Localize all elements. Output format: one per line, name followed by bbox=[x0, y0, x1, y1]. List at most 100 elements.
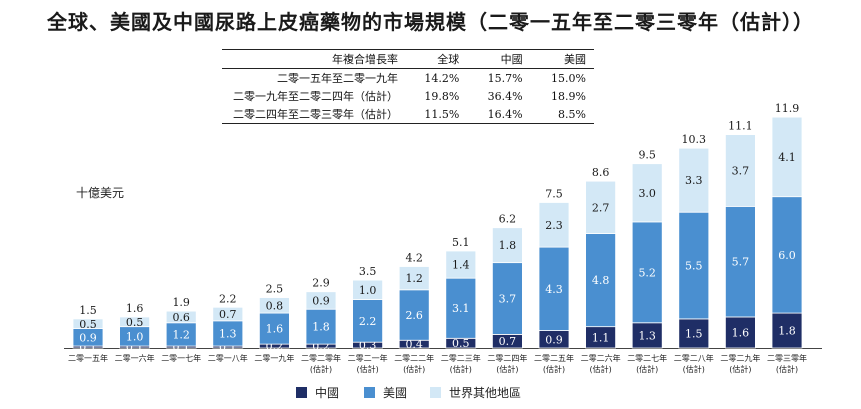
legend-swatch-us bbox=[364, 387, 375, 398]
x-tick-label: 二零一七年 bbox=[161, 353, 201, 363]
bar-segment-rest bbox=[305, 291, 337, 310]
cagr-table: 年複合增長率 全球 中國 美國 二零一五年至二零一九年 14.2% 15.7% … bbox=[222, 49, 594, 124]
data-label-rest: 1.8 bbox=[499, 239, 517, 252]
cagr-row: 二零二四年至二零三零年（估計） 11.5% 16.4% 8.5% bbox=[222, 105, 594, 124]
legend-swatch-china bbox=[296, 387, 307, 398]
total-label: 8.6 bbox=[592, 166, 610, 179]
data-label-us: 5.7 bbox=[732, 256, 750, 269]
data-label-china: 0.5 bbox=[452, 337, 470, 350]
data-label-china: 1.5 bbox=[685, 327, 703, 340]
legend-item-china: 中國 bbox=[296, 384, 339, 401]
data-label-us: 6.0 bbox=[778, 249, 796, 262]
total-label: 5.1 bbox=[452, 236, 470, 249]
total-label: 1.6 bbox=[126, 302, 144, 315]
total-label: 6.2 bbox=[499, 213, 517, 226]
data-label-rest: 2.7 bbox=[592, 201, 610, 214]
x-tick-label: (估計) bbox=[310, 364, 332, 374]
data-label-rest: 3.0 bbox=[638, 187, 656, 200]
data-label-rest: 0.5 bbox=[126, 316, 144, 329]
bar-segment-china bbox=[631, 322, 663, 349]
data-label-rest: 3.7 bbox=[732, 164, 750, 177]
x-tick-label: 二零二零年 bbox=[301, 353, 341, 363]
bar-segment-us bbox=[212, 320, 244, 347]
data-label-china: 1.3 bbox=[638, 329, 656, 342]
legend-item-rest: 世界其他地區 bbox=[430, 384, 521, 401]
cagr-value-global: 19.8% bbox=[424, 89, 460, 103]
cagr-header-row: 年複合增長率 全球 中國 美國 bbox=[222, 49, 594, 69]
data-label-us: 1.8 bbox=[312, 321, 330, 334]
bar-segment-us bbox=[491, 262, 523, 335]
bar-segment-us bbox=[258, 312, 290, 345]
bar-segment-rest bbox=[445, 250, 477, 279]
data-label-rest: 0.9 bbox=[312, 294, 330, 307]
legend-label-china: 中國 bbox=[315, 386, 340, 400]
total-label: 1.5 bbox=[79, 304, 97, 317]
data-label-rest: 0.5 bbox=[79, 318, 97, 331]
bar-segment-rest bbox=[725, 134, 756, 207]
data-label-rest: 1.4 bbox=[452, 259, 470, 272]
bar-segment-rest bbox=[771, 116, 803, 198]
x-tick-label: (估計) bbox=[356, 364, 378, 374]
data-label-us: 5.5 bbox=[685, 260, 703, 273]
bar-segment-us bbox=[725, 205, 756, 318]
total-label: 2.5 bbox=[266, 283, 284, 296]
x-tick-label: (估計) bbox=[543, 364, 565, 374]
bar-segment-us bbox=[771, 196, 803, 314]
cagr-period: 二零一五年至二零一九年 bbox=[276, 72, 398, 85]
chart-title: 全球、美國及中國尿路上皮癌藥物的市場規模（二零一五年至二零三零年（估計）） bbox=[47, 10, 814, 34]
cagr-value-global: 11.5% bbox=[403, 105, 468, 124]
data-label-china: 1.1 bbox=[592, 331, 610, 344]
data-label-us: 4.3 bbox=[545, 283, 563, 296]
x-tick-label: 二零二九年 bbox=[720, 353, 760, 363]
cagr-header-us: 美國 bbox=[530, 49, 594, 69]
data-label-rest: 1.0 bbox=[359, 284, 377, 297]
data-label-rest: 0.8 bbox=[266, 299, 284, 312]
bar-segment-rest bbox=[491, 227, 523, 264]
bar-segment-rest bbox=[165, 310, 197, 324]
data-label-us: 1.0 bbox=[126, 330, 144, 343]
data-label-us: 4.8 bbox=[592, 274, 610, 287]
x-tick-label: (估計) bbox=[683, 364, 705, 374]
bar-segment-us bbox=[585, 233, 616, 328]
bar-segment-rest bbox=[258, 297, 290, 314]
total-label: 1.9 bbox=[172, 296, 190, 309]
legend-label-rest: 世界其他地區 bbox=[449, 386, 522, 400]
total-label: 11.1 bbox=[728, 120, 753, 133]
bar-segment-rest bbox=[119, 316, 150, 328]
data-label-rest: 2.3 bbox=[545, 219, 563, 232]
data-label-rest: 1.2 bbox=[405, 272, 423, 285]
x-tick-label: 二零一六年 bbox=[115, 353, 155, 363]
data-label-us: 5.2 bbox=[638, 266, 656, 279]
x-tick-label: 二零二八年 bbox=[674, 353, 714, 363]
bar-segment-rest bbox=[72, 318, 104, 329]
data-label-china: 0.9 bbox=[545, 333, 563, 346]
x-tick-label: 二零二一年 bbox=[348, 353, 388, 363]
cagr-value-global: 14.2% bbox=[424, 71, 460, 85]
x-tick-label: 二零二三年 bbox=[441, 353, 481, 363]
x-tick-label: 二零三零年 bbox=[767, 353, 807, 363]
bar-segment-rest bbox=[678, 147, 710, 213]
data-label-rest: 3.3 bbox=[685, 174, 703, 187]
x-tick-label: (估計) bbox=[729, 364, 751, 374]
cagr-header-china: 中國 bbox=[467, 49, 531, 69]
data-label-us: 1.2 bbox=[172, 328, 190, 341]
data-label-rest: 0.7 bbox=[219, 308, 237, 321]
data-label-china: 0.4 bbox=[405, 338, 423, 351]
cagr-value-us: 15.0% bbox=[551, 71, 586, 85]
x-tick-label: (估計) bbox=[636, 364, 658, 374]
data-label-china: 1.6 bbox=[732, 326, 750, 339]
x-tick-label: (估計) bbox=[450, 364, 472, 374]
cagr-header-global: 全球 bbox=[403, 49, 468, 69]
data-label-rest: 0.6 bbox=[172, 311, 190, 324]
bar-segment-rest bbox=[538, 202, 570, 248]
x-tick-label: 二零一八年 bbox=[208, 353, 248, 363]
bar-segment-us bbox=[538, 246, 570, 331]
y-unit-label: 十億美元 bbox=[76, 186, 125, 200]
data-label-rest: 4.1 bbox=[778, 151, 796, 164]
cagr-header-label: 年複合增長率 bbox=[222, 49, 404, 69]
x-tick-label: 二零一五年 bbox=[68, 353, 108, 363]
cagr-value-china: 16.4% bbox=[467, 105, 531, 124]
data-label-us: 3.7 bbox=[499, 293, 517, 306]
x-tick-label: 二零一九年 bbox=[254, 353, 294, 363]
